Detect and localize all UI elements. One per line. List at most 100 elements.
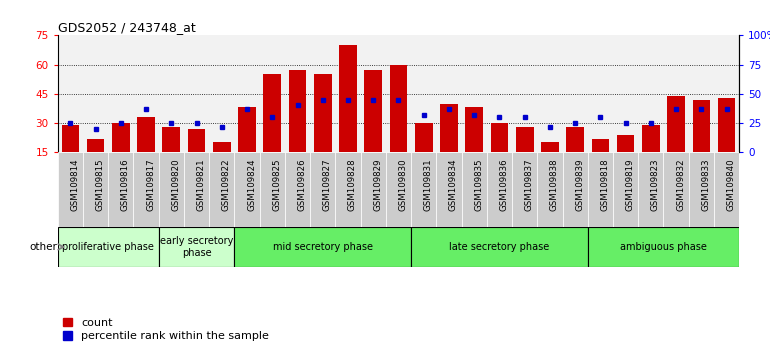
Bar	[490, 123, 508, 152]
Bar	[133, 35, 159, 152]
Bar	[437, 35, 461, 152]
Bar	[714, 152, 739, 227]
Bar	[437, 152, 461, 227]
Bar	[159, 152, 184, 227]
Bar	[591, 139, 609, 152]
Text: GSM109829: GSM109829	[373, 158, 382, 211]
Text: proliferative phase: proliferative phase	[62, 242, 154, 252]
Text: GSM109826: GSM109826	[297, 158, 306, 211]
Bar	[563, 152, 588, 227]
Bar	[238, 108, 256, 152]
Bar	[234, 227, 411, 267]
Bar	[58, 152, 83, 227]
Bar	[588, 227, 739, 267]
Text: GSM109819: GSM109819	[625, 158, 634, 211]
Bar	[487, 152, 512, 227]
Text: GSM109834: GSM109834	[449, 158, 458, 211]
Text: mid secretory phase: mid secretory phase	[273, 242, 373, 252]
Bar	[613, 35, 638, 152]
Text: GSM109823: GSM109823	[651, 158, 660, 211]
Bar	[336, 35, 360, 152]
Text: GSM109830: GSM109830	[398, 158, 407, 211]
Bar	[137, 117, 155, 152]
Bar	[638, 35, 664, 152]
Text: GSM109822: GSM109822	[222, 158, 231, 211]
Bar	[588, 152, 613, 227]
Bar	[133, 152, 159, 227]
Bar	[360, 35, 386, 152]
Bar	[289, 70, 306, 152]
Bar	[58, 227, 159, 267]
Text: GSM109836: GSM109836	[500, 158, 508, 211]
Bar	[411, 35, 437, 152]
Text: GSM109817: GSM109817	[146, 158, 155, 211]
Bar	[159, 227, 234, 267]
Bar	[162, 127, 180, 152]
Bar	[83, 152, 109, 227]
Text: GSM109814: GSM109814	[70, 158, 79, 211]
Bar	[512, 152, 537, 227]
Text: late secretory phase: late secretory phase	[450, 242, 550, 252]
Bar	[588, 35, 613, 152]
Bar	[285, 152, 310, 227]
Bar	[339, 45, 357, 152]
Bar	[638, 152, 664, 227]
Bar	[692, 100, 710, 152]
Bar	[209, 152, 234, 227]
Text: GSM109821: GSM109821	[196, 158, 206, 211]
Bar	[411, 152, 437, 227]
Bar	[664, 152, 688, 227]
Text: GSM109820: GSM109820	[171, 158, 180, 211]
Text: GSM109824: GSM109824	[247, 158, 256, 211]
Bar	[234, 35, 259, 152]
Bar	[664, 35, 688, 152]
Text: GSM109838: GSM109838	[550, 158, 559, 211]
Text: GSM109832: GSM109832	[676, 158, 685, 211]
Bar	[461, 152, 487, 227]
Text: early secretory
phase: early secretory phase	[160, 236, 233, 258]
Bar	[613, 152, 638, 227]
Bar	[159, 35, 184, 152]
Bar	[512, 35, 537, 152]
Text: other: other	[29, 242, 57, 252]
Text: GSM109840: GSM109840	[727, 158, 735, 211]
Bar	[336, 152, 360, 227]
Bar	[487, 35, 512, 152]
Bar	[541, 143, 559, 152]
Text: GSM109825: GSM109825	[273, 158, 281, 211]
Bar	[563, 35, 588, 152]
Bar	[516, 127, 534, 152]
Bar	[390, 65, 407, 152]
Text: GSM109839: GSM109839	[575, 158, 584, 211]
Text: GSM109831: GSM109831	[424, 158, 433, 211]
Bar	[285, 35, 310, 152]
Text: GSM109828: GSM109828	[348, 158, 357, 211]
Legend: count, percentile rank within the sample: count, percentile rank within the sample	[63, 318, 269, 341]
Bar	[461, 35, 487, 152]
Text: GSM109827: GSM109827	[323, 158, 332, 211]
Bar	[184, 152, 209, 227]
Text: GSM109815: GSM109815	[95, 158, 105, 211]
Bar	[83, 35, 109, 152]
Bar	[58, 35, 83, 152]
Bar	[360, 152, 386, 227]
Bar	[440, 104, 458, 152]
Bar	[718, 98, 735, 152]
Bar	[259, 152, 285, 227]
Bar	[310, 35, 336, 152]
Bar	[184, 35, 209, 152]
Bar	[259, 35, 285, 152]
Text: GSM109835: GSM109835	[474, 158, 484, 211]
Bar	[188, 129, 206, 152]
Bar	[537, 35, 563, 152]
Bar	[617, 135, 634, 152]
Bar	[87, 139, 105, 152]
Bar	[109, 152, 133, 227]
Bar	[213, 143, 231, 152]
Text: GSM109837: GSM109837	[524, 158, 534, 211]
Bar	[668, 96, 685, 152]
Bar	[109, 35, 133, 152]
Bar	[386, 152, 411, 227]
Text: GSM109833: GSM109833	[701, 158, 711, 211]
Bar	[415, 123, 433, 152]
